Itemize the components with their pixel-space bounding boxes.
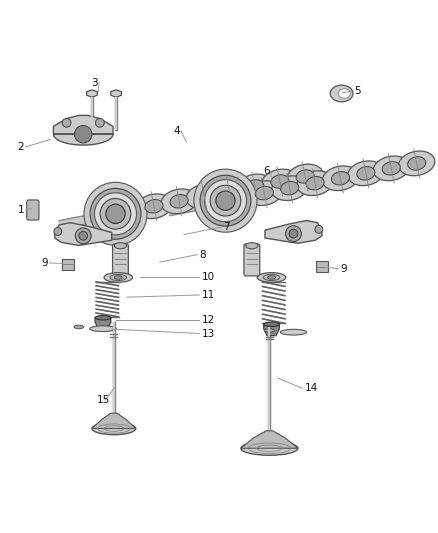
Circle shape — [106, 204, 125, 223]
Ellipse shape — [246, 243, 258, 249]
Circle shape — [315, 225, 323, 233]
Text: 14: 14 — [304, 383, 318, 393]
Polygon shape — [241, 431, 298, 448]
Ellipse shape — [255, 187, 273, 200]
Polygon shape — [53, 115, 113, 145]
Bar — [62, 259, 74, 270]
Circle shape — [74, 125, 92, 143]
Ellipse shape — [332, 172, 350, 185]
Ellipse shape — [257, 273, 286, 282]
Bar — [316, 261, 328, 272]
Text: 9: 9 — [341, 264, 347, 273]
Circle shape — [75, 228, 91, 244]
Circle shape — [54, 228, 62, 236]
Circle shape — [286, 226, 301, 241]
Ellipse shape — [92, 423, 136, 435]
Text: 8: 8 — [199, 249, 206, 260]
Ellipse shape — [271, 175, 289, 188]
Polygon shape — [87, 90, 97, 97]
Ellipse shape — [186, 184, 223, 209]
Ellipse shape — [263, 274, 280, 280]
Circle shape — [62, 118, 71, 127]
Ellipse shape — [136, 194, 172, 219]
Ellipse shape — [170, 195, 188, 208]
Ellipse shape — [330, 85, 353, 102]
Text: 13: 13 — [201, 328, 215, 338]
Ellipse shape — [382, 161, 400, 175]
FancyBboxPatch shape — [244, 244, 260, 276]
Ellipse shape — [297, 171, 333, 196]
Ellipse shape — [287, 164, 323, 189]
Circle shape — [95, 193, 137, 235]
Polygon shape — [95, 318, 111, 329]
Text: 5: 5 — [354, 86, 360, 96]
Polygon shape — [55, 223, 112, 246]
Ellipse shape — [145, 199, 163, 213]
Polygon shape — [111, 90, 121, 97]
Text: 6: 6 — [263, 166, 269, 176]
Ellipse shape — [246, 181, 283, 205]
Ellipse shape — [114, 276, 122, 279]
Ellipse shape — [281, 181, 299, 195]
Ellipse shape — [95, 316, 111, 320]
Ellipse shape — [373, 156, 410, 181]
Text: 10: 10 — [201, 272, 215, 282]
Ellipse shape — [408, 157, 426, 170]
Text: 7: 7 — [223, 222, 230, 232]
Ellipse shape — [212, 179, 247, 204]
Circle shape — [84, 182, 147, 245]
Text: 12: 12 — [201, 315, 215, 325]
Ellipse shape — [268, 276, 276, 279]
Ellipse shape — [220, 184, 239, 198]
Ellipse shape — [114, 243, 127, 249]
Circle shape — [79, 231, 88, 240]
Ellipse shape — [246, 180, 264, 193]
Ellipse shape — [90, 326, 116, 332]
Ellipse shape — [306, 176, 324, 190]
FancyBboxPatch shape — [27, 200, 39, 220]
Circle shape — [205, 180, 247, 222]
Circle shape — [90, 188, 141, 239]
Circle shape — [289, 229, 298, 238]
Ellipse shape — [265, 329, 274, 332]
Ellipse shape — [264, 322, 279, 327]
Ellipse shape — [296, 170, 314, 183]
Polygon shape — [264, 324, 279, 336]
Text: 4: 4 — [173, 126, 180, 136]
Ellipse shape — [195, 190, 213, 203]
Polygon shape — [92, 413, 136, 429]
Text: 1: 1 — [18, 205, 24, 215]
Circle shape — [194, 169, 257, 232]
Ellipse shape — [262, 169, 298, 194]
Text: 3: 3 — [91, 77, 98, 87]
Ellipse shape — [399, 151, 435, 176]
Text: 15: 15 — [97, 395, 110, 405]
Circle shape — [200, 175, 251, 226]
Ellipse shape — [280, 329, 307, 335]
Ellipse shape — [110, 274, 127, 280]
Ellipse shape — [322, 166, 359, 191]
Ellipse shape — [237, 174, 273, 199]
Circle shape — [100, 198, 131, 229]
Ellipse shape — [348, 161, 384, 185]
Text: 9: 9 — [42, 258, 48, 268]
Circle shape — [210, 185, 241, 216]
Ellipse shape — [74, 325, 84, 329]
Text: 11: 11 — [201, 290, 215, 300]
Polygon shape — [265, 221, 322, 243]
FancyBboxPatch shape — [113, 244, 128, 276]
Circle shape — [216, 191, 235, 211]
Ellipse shape — [161, 189, 197, 214]
Ellipse shape — [338, 88, 350, 98]
Ellipse shape — [272, 176, 308, 200]
Ellipse shape — [241, 441, 298, 455]
Ellipse shape — [104, 273, 132, 282]
Text: 2: 2 — [18, 142, 24, 152]
Circle shape — [95, 118, 104, 127]
Ellipse shape — [357, 167, 375, 180]
